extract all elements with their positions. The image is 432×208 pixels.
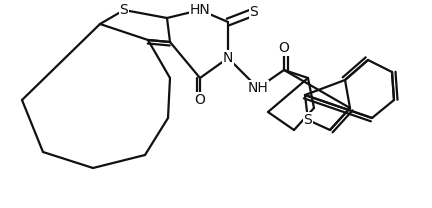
Text: S: S <box>304 113 312 127</box>
Text: N: N <box>223 51 233 65</box>
Text: O: O <box>279 41 289 55</box>
Text: S: S <box>250 5 258 19</box>
Text: S: S <box>120 3 128 17</box>
Text: HN: HN <box>190 3 210 17</box>
Text: O: O <box>194 93 206 107</box>
Text: NH: NH <box>248 81 268 95</box>
